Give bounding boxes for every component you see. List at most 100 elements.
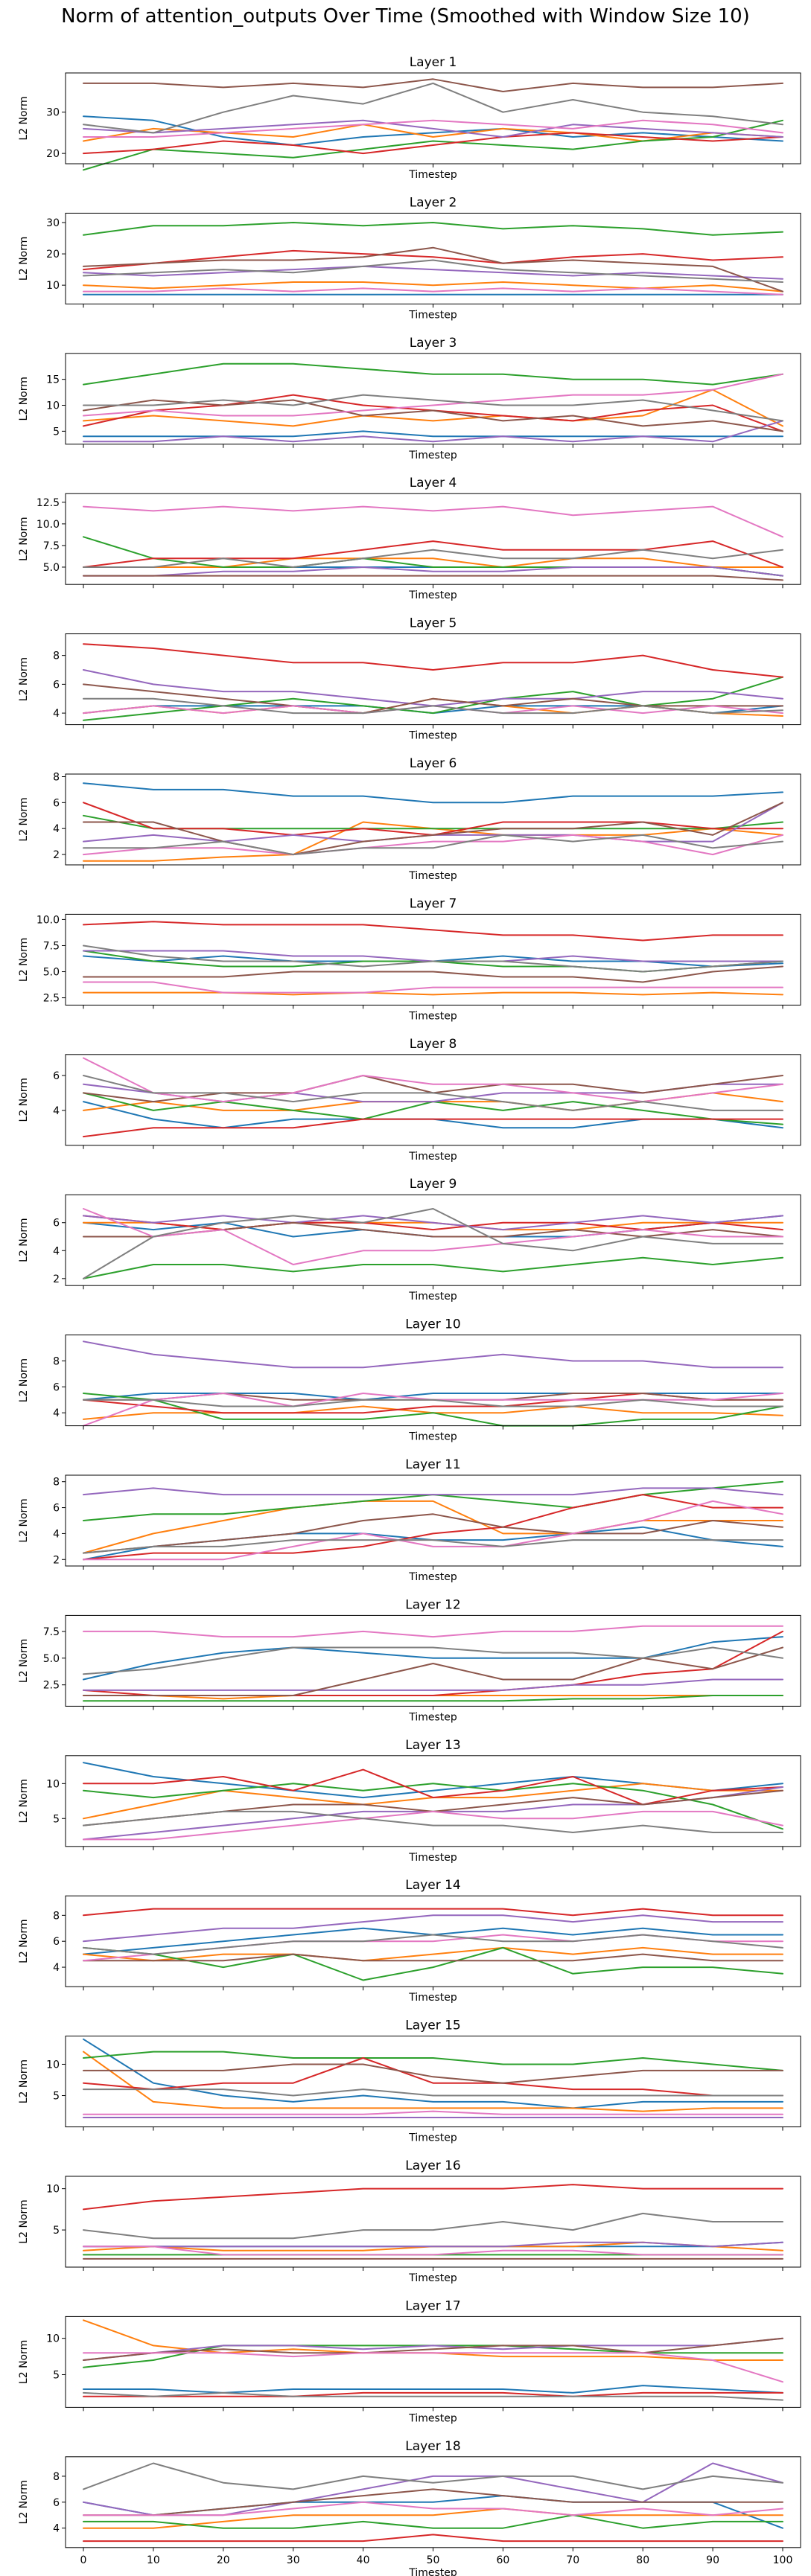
y-tick-label: 5 <box>53 426 60 438</box>
x-axis-label: Timestep <box>408 309 457 321</box>
plot-frame <box>65 773 801 866</box>
x-axis-label: Timestep <box>408 169 457 181</box>
x-axis-label: Timestep <box>408 1852 457 1864</box>
x-axis-label: Timestep <box>408 1431 457 1443</box>
y-tick-label: 15 <box>46 374 60 386</box>
series-line <box>83 1393 783 1427</box>
layer-panel: Layer 4 5.0 7.5 10.0 12.5 Timestep L2 Norm <box>18 476 801 601</box>
y-axis-label: L2 Norm <box>18 938 30 982</box>
series-line <box>83 669 783 707</box>
y-tick-label: 4 <box>53 1528 60 1540</box>
layer-panel: Layer 9 2 4 6 Timestep L2 Norm <box>18 1177 801 1303</box>
x-axis-label: Timestep <box>408 1571 457 1583</box>
x-tick-label: 50 <box>427 2554 440 2566</box>
series-line <box>83 82 783 134</box>
layer-panel: Layer 5 4 6 8 Timestep L2 Norm <box>18 616 801 742</box>
layer-panel: Layer 1 20 30 Timestep L2 Norm <box>18 55 801 181</box>
series-line <box>83 1786 783 1841</box>
series-line <box>83 2246 783 2256</box>
series-line <box>83 2352 783 2383</box>
y-tick-label: 2 <box>53 849 60 861</box>
y-tick-label: 6 <box>53 1070 60 1082</box>
panel-title: Layer 2 <box>410 195 457 210</box>
layer-panel: Layer 12 2.5 5.0 7.5 Timestep L2 Norm <box>18 1597 801 1723</box>
series-line <box>83 1636 783 1681</box>
series-line <box>83 1646 783 1696</box>
series-line <box>83 362 783 386</box>
series-line <box>83 683 783 715</box>
series-line <box>83 119 783 138</box>
series-line <box>83 1914 783 1943</box>
series-line <box>83 249 783 271</box>
y-tick-label: 4 <box>53 2523 60 2535</box>
y-tick-label: 5 <box>53 1813 60 1825</box>
layer-panel: Layer 17 5 10 Timestep L2 Norm <box>18 2298 801 2424</box>
plot-frame <box>65 2315 801 2408</box>
series-line <box>83 420 783 443</box>
series-line <box>83 921 783 942</box>
y-tick-label: 10 <box>46 2333 60 2345</box>
layer-panel: Layer 2 10 20 30 Timestep L2 Norm <box>18 195 801 321</box>
panel-title: Layer 12 <box>405 1597 460 1612</box>
series-line <box>83 991 783 996</box>
series-line <box>83 394 783 422</box>
series-line <box>83 1908 783 1917</box>
y-axis-label: L2 Norm <box>18 517 30 561</box>
plot-frame <box>65 1614 801 1707</box>
series-line <box>83 575 783 581</box>
y-tick-label: 10.0 <box>36 914 60 926</box>
series-line <box>83 373 783 417</box>
y-axis-label: L2 Norm <box>18 1639 30 1683</box>
y-tick-label: 8 <box>53 651 60 662</box>
y-tick-label: 8 <box>53 1355 60 1367</box>
y-tick-label: 10 <box>46 400 60 412</box>
y-tick-label: 10 <box>46 1778 60 1790</box>
x-tick-label: 90 <box>706 2554 719 2566</box>
series-line <box>83 2110 783 2115</box>
y-tick-label: 4 <box>53 1245 60 1257</box>
series-line <box>83 557 783 568</box>
y-axis-label: L2 Norm <box>18 2480 30 2524</box>
plot-frame <box>65 2036 801 2128</box>
series-line <box>83 1946 783 1962</box>
series-line <box>83 1953 783 1962</box>
x-axis-label: Timestep <box>408 730 457 742</box>
series-line <box>83 536 783 577</box>
y-tick-label: 6 <box>53 679 60 691</box>
y-axis-label: L2 Norm <box>18 1920 30 1963</box>
y-tick-label: 8 <box>53 1477 60 1489</box>
x-tick-label: 20 <box>217 2554 230 2566</box>
y-tick-label: 4 <box>53 1407 60 1419</box>
layer-panel: Layer 13 5 10 Timestep L2 Norm <box>18 1738 801 1864</box>
figure-title: Norm of attention_outputs Over Time (Smo… <box>61 5 750 28</box>
series-line <box>83 2337 783 2361</box>
y-axis-label: L2 Norm <box>18 96 30 140</box>
series-line <box>83 281 783 293</box>
x-axis-label: Timestep <box>408 1992 457 2004</box>
series-line <box>83 950 783 962</box>
y-tick-label: 5 <box>53 2369 60 2381</box>
x-axis-label: Timestep <box>408 2412 457 2424</box>
series-line <box>83 834 783 856</box>
series-line <box>83 2184 783 2211</box>
panel-title: Layer 17 <box>405 2298 460 2313</box>
series-line <box>83 1678 783 1691</box>
plot-frame <box>65 1755 801 1847</box>
series-line <box>83 1789 783 1826</box>
x-tick-label: 60 <box>496 2554 509 2566</box>
panel-title: Layer 15 <box>405 2019 460 2033</box>
y-tick-label: 6 <box>53 797 60 809</box>
y-tick-label: 2 <box>53 1273 60 1285</box>
y-tick-label: 8 <box>53 771 60 783</box>
y-tick-label: 8 <box>53 2471 60 2483</box>
series-line <box>83 2038 783 2109</box>
series-line <box>83 834 783 856</box>
x-tick-label: 0 <box>80 2554 87 2566</box>
panel-title: Layer 8 <box>410 1037 457 1052</box>
y-tick-label: 6 <box>53 1381 60 1393</box>
series-line <box>83 802 783 836</box>
y-tick-label: 2 <box>53 1554 60 1566</box>
series-line <box>83 265 783 280</box>
plot-frame <box>65 2176 801 2268</box>
